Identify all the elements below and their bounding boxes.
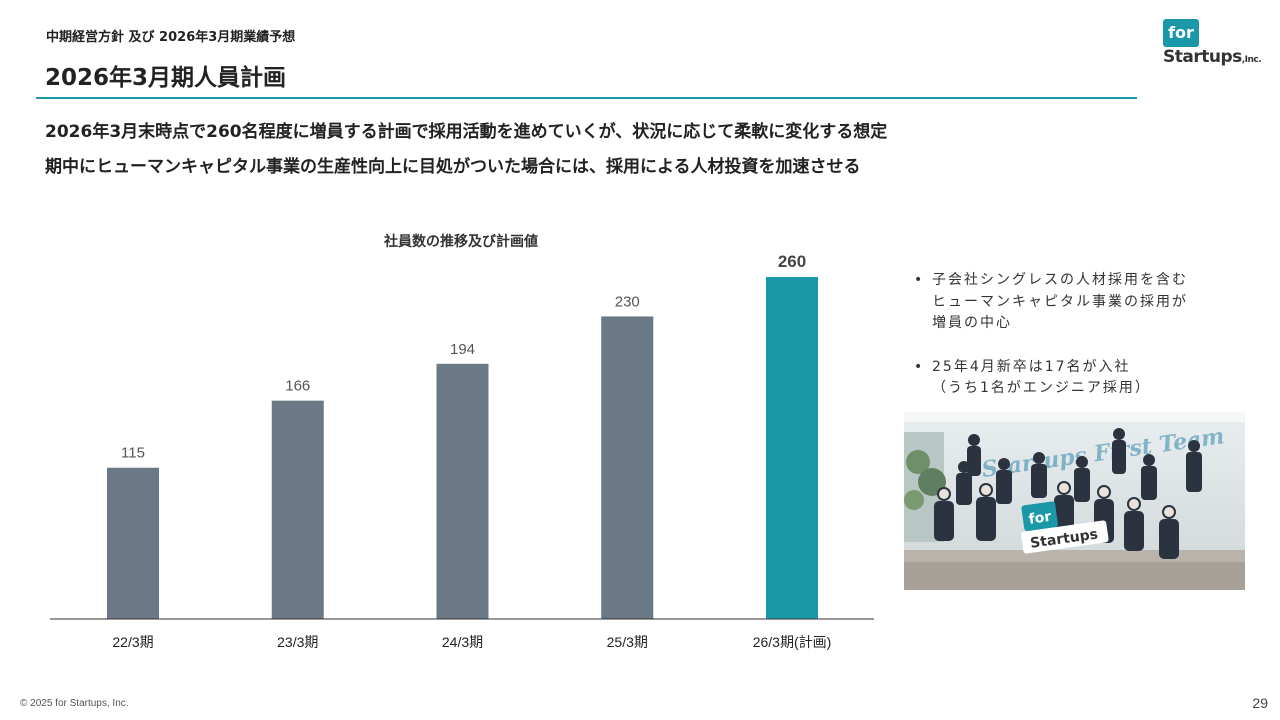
- bullet-2-line-1: 25年4月新卒は17名が入社: [932, 358, 1131, 375]
- bullet-1-line-1: 子会社シングレスの人材採用を含む: [932, 272, 1188, 288]
- company-logo: for Startups,Inc.: [1163, 19, 1273, 71]
- bullet-2-line-2: （うち1名がエンジニア採用）: [932, 380, 1151, 396]
- bar-value-label-2: 194: [450, 341, 475, 358]
- bar-value-label-0: 115: [121, 445, 145, 462]
- bar-value-label-4: 260: [778, 252, 806, 271]
- category-label-4: 26/3期(計画): [753, 634, 832, 650]
- headcount-bar-chart: 社員数の推移及び計画値 115 22/3期 166 23/3期 194 24/3期 230 2…: [50, 233, 874, 650]
- bar-2: [436, 363, 489, 619]
- bar-0: [107, 467, 159, 619]
- bullet-list: 子会社シングレスの人材採用を含む ヒューマンキャピタル事業の採用が 増員の中心 …: [914, 270, 1244, 422]
- logo-wordmark: Startups,Inc.: [1163, 47, 1262, 67]
- page-number: 29: [1252, 695, 1268, 711]
- copyright-notice: © 2025 for Startups, Inc.: [20, 698, 129, 709]
- bar-3: [601, 316, 654, 619]
- page-title: 2026年3月期人員計画: [45, 65, 287, 91]
- bar-value-label-3: 230: [615, 293, 640, 310]
- bar-1: [271, 400, 324, 619]
- category-label-2: 24/3期: [442, 634, 483, 650]
- logo-inc: ,Inc.: [1241, 55, 1262, 65]
- photo-board-for: for: [1028, 509, 1053, 528]
- bar-group: 115 22/3期 166 23/3期 194 24/3期 230 25/3期 260 26/3期…: [107, 252, 831, 650]
- breadcrumb: 中期経営方針 及び 2026年3月期業績予想: [46, 30, 296, 45]
- title-divider: [36, 97, 1137, 99]
- logo-for-badge: for: [1163, 19, 1199, 47]
- bullet-1-line-3: 増員の中心: [932, 315, 1012, 331]
- category-label-1: 23/3期: [277, 634, 318, 650]
- lead-text-2: 期中にヒューマンキャピタル事業の生産性向上に目処がついた場合には、採用による人材…: [45, 157, 861, 177]
- logo-startups: Startups: [1163, 47, 1242, 67]
- bullet-item-singres: 子会社シングレスの人材採用を含む ヒューマンキャピタル事業の採用が 増員の中心: [914, 270, 1244, 335]
- lead-text-1: 2026年3月末時点で260名程度に増員する計画で採用活動を進めていくが、状況に…: [45, 122, 888, 142]
- chart-title: 社員数の推移及び計画値: [383, 233, 538, 250]
- bar-4: [766, 277, 818, 619]
- team-photo: Startups First Team for Sta: [904, 412, 1245, 590]
- bar-value-label-1: 166: [285, 378, 310, 395]
- category-label-0: 22/3期: [112, 634, 153, 650]
- bullet-item-new-grads: 25年4月新卒は17名が入社 （うち1名がエンジニア採用）: [914, 357, 1244, 400]
- bullet-1-line-2: ヒューマンキャピタル事業の採用が: [932, 293, 1188, 310]
- category-label-3: 25/3期: [607, 634, 648, 650]
